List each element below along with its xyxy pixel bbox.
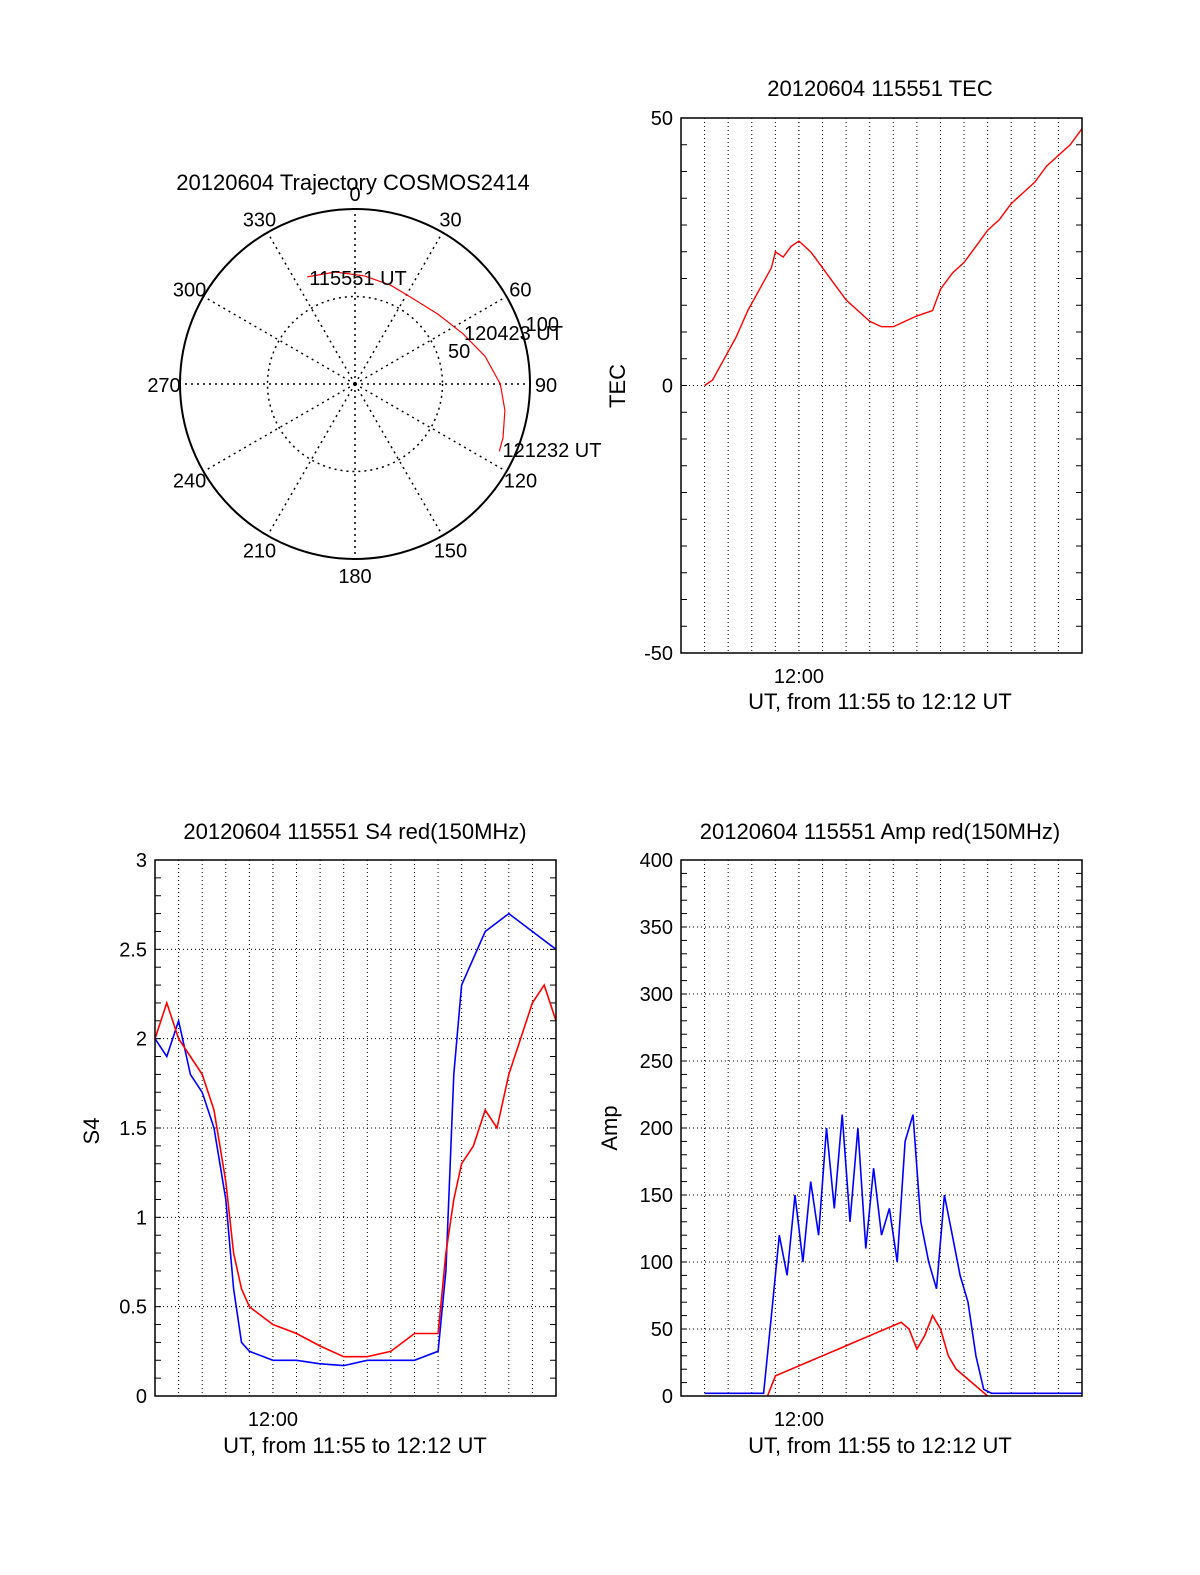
polar-spoke	[354, 232, 444, 385]
y-tick-label: 50	[651, 1319, 673, 1341]
plot-frame	[680, 859, 1083, 1397]
polar-angle-label: 210	[243, 540, 276, 562]
polar-title: 20120604 Trajectory COSMOS2414	[176, 170, 529, 195]
y-tick-label: 100	[640, 1252, 673, 1274]
s4-xlabel: UT, from 11:55 to 12:12 UT	[223, 1433, 487, 1458]
amp-plot: 0 50 100 150 200 250 300 350 400 12:00	[640, 850, 1083, 1431]
trajectory-annotation: 115551 UT	[309, 268, 406, 290]
polar-spoke	[266, 383, 356, 536]
y-tick-label: 0	[662, 376, 673, 398]
y-tick-label: 0	[136, 1386, 147, 1408]
trajectory-line	[307, 271, 506, 452]
tec-xlabel: UT, from 11:55 to 12:12 UT	[748, 689, 1012, 714]
plot-frame	[154, 859, 557, 1397]
polar-series	[307, 271, 506, 452]
polar-spoke	[354, 295, 507, 385]
plot-frame	[680, 117, 1083, 654]
y-tick-label: 1	[136, 1207, 147, 1229]
polar-angle-label: 330	[243, 210, 276, 232]
x-tick-label: 12:00	[774, 1409, 824, 1431]
polar-panel: 20120604 Trajectory COSMOS2414 0 30 60 90 12…	[147, 170, 601, 588]
polar-angle-label: 0	[349, 184, 360, 206]
s4-plot: 0 0.5 1 1.5 2 2.5 3 12:00	[119, 850, 557, 1431]
amp-panel: 20120604 115551 Amp red(150MHz) UT, from…	[597, 819, 1083, 1458]
y-tick-label: 2.5	[119, 939, 147, 961]
y-tick-label: 150	[640, 1185, 673, 1207]
amp-title: 20120604 115551 Amp red(150MHz)	[700, 819, 1060, 844]
polar-radius-label: 100	[526, 314, 559, 336]
polar-radius-labels: 50 100	[448, 314, 559, 363]
series-line	[704, 1114, 1082, 1395]
polar-angle-label: 30	[439, 210, 461, 232]
polar-angle-label: 90	[535, 375, 557, 397]
tec-panel: 20120604 115551 TEC UT, from 11:55 to 12…	[605, 76, 1083, 714]
polar-grid	[179, 208, 531, 560]
polar-angle-labels: 0 30 60 90 120 150 180 210 240 270 300 330	[147, 184, 557, 588]
x-tick-label: 12:00	[248, 1409, 298, 1431]
s4-panel: 20120604 115551 S4 red(150MHz) UT, from …	[79, 819, 557, 1458]
y-tick-label: 350	[640, 917, 673, 939]
tec-ylabel: TEC	[605, 364, 630, 408]
polar-spoke	[203, 295, 356, 385]
y-tick-label: 1.5	[119, 1118, 147, 1140]
series-line	[154, 983, 557, 1358]
y-tick-label: 300	[640, 984, 673, 1006]
y-tick-label: 0.5	[119, 1297, 147, 1319]
trajectory-annotation: 121232 UT	[502, 440, 601, 462]
polar-angle-label: 120	[504, 471, 537, 493]
y-tick-label: 200	[640, 1118, 673, 1140]
y-tick-label: 3	[136, 850, 147, 872]
y-tick-label: -50	[644, 643, 673, 665]
polar-angle-label: 240	[173, 471, 206, 493]
tec-title: 20120604 115551 TEC	[767, 76, 993, 101]
s4-title: 20120604 115551 S4 red(150MHz)	[183, 819, 526, 844]
series-line	[766, 1313, 989, 1397]
polar-angle-label: 60	[509, 280, 531, 302]
s4-ylabel: S4	[79, 1118, 104, 1145]
y-tick-label: 250	[640, 1051, 673, 1073]
polar-inner-ring	[266, 295, 444, 473]
polar-angle-label: 150	[434, 540, 467, 562]
polar-angle-label: 300	[173, 280, 206, 302]
amp-ylabel: Amp	[597, 1105, 622, 1150]
series-line	[704, 128, 1083, 387]
polar-angle-label: 180	[338, 566, 371, 588]
tec-plot: 50 0 -50 12:00	[644, 108, 1083, 688]
series-line	[154, 912, 557, 1367]
polar-radius-label: 50	[448, 341, 470, 363]
amp-xlabel: UT, from 11:55 to 12:12 UT	[748, 1433, 1012, 1458]
polar-spoke	[354, 383, 444, 536]
y-tick-label: 2	[136, 1029, 147, 1051]
polar-spoke	[203, 383, 356, 473]
polar-angle-label: 270	[147, 375, 180, 397]
y-tick-label: 0	[662, 1386, 673, 1408]
polar-spoke	[266, 232, 356, 385]
y-tick-label: 50	[651, 108, 673, 130]
y-tick-label: 400	[640, 850, 673, 872]
polar-spoke	[354, 383, 507, 473]
polar-annotations: 115551 UT 120423 UT 121232 UT	[309, 268, 601, 462]
x-tick-label: 12:00	[774, 666, 824, 688]
trajectory-annotation: 120423 UT	[464, 323, 563, 345]
